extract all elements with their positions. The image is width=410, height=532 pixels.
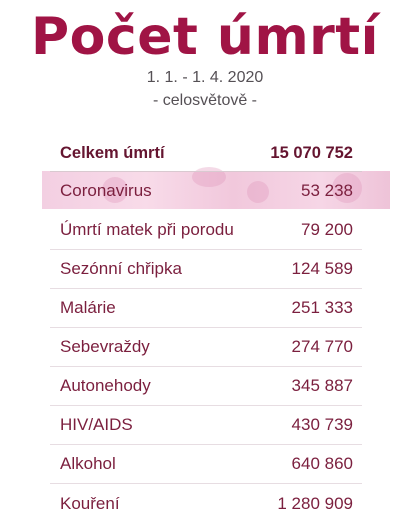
row-value: 274 770: [291, 337, 353, 356]
deaths-table: Celkem úmrtí 15 070 752 Coronavirus 53 2…: [50, 136, 362, 523]
table-row: Malárie 251 333: [50, 289, 362, 328]
row-value: 430 739: [291, 415, 353, 434]
table-row: Autonehody 345 887: [50, 367, 362, 406]
row-value: 124 589: [291, 259, 353, 278]
table-row: Sezónní chřipka 124 589: [50, 250, 362, 289]
row-label: Kouření: [60, 493, 120, 513]
row-label: Sebevraždy: [60, 337, 150, 356]
table-row: Coronavirus 53 238: [50, 172, 362, 211]
table-row: Sebevraždy 274 770: [50, 328, 362, 367]
row-label: Autonehody: [60, 376, 151, 395]
total-label: Celkem úmrtí: [60, 144, 165, 162]
table-row: HIV/AIDS 430 739: [50, 406, 362, 445]
page-title: Počet úmrtí: [31, 7, 379, 67]
total-value: 15 070 752: [270, 144, 353, 162]
scope-label: - celosvětově -: [152, 92, 258, 109]
date-range: 1. 1. - 1. 4. 2020: [146, 69, 264, 86]
row-label: Coronavirus: [60, 181, 152, 200]
row-label: Alkohol: [60, 454, 116, 473]
row-label: Malárie: [60, 298, 116, 317]
row-value: 251 333: [291, 298, 353, 317]
table-row: Úmrtí matek při porodu 79 200: [50, 211, 362, 250]
row-value: 640 860: [291, 454, 353, 473]
row-label: Sezónní chřipka: [60, 259, 182, 278]
table-header-row: Celkem úmrtí 15 070 752: [50, 136, 362, 172]
row-value: 79 200: [301, 220, 353, 239]
highlight-band: [42, 167, 390, 209]
table-row: Kouření 1 280 909: [50, 484, 362, 523]
row-value: 345 887: [291, 376, 353, 395]
row-value: 1 280 909: [277, 493, 353, 513]
table-row: Alkohol 640 860: [50, 445, 362, 484]
row-label: HIV/AIDS: [60, 415, 133, 434]
row-label: Úmrtí matek při porodu: [60, 220, 234, 239]
row-value: 53 238: [301, 181, 353, 200]
